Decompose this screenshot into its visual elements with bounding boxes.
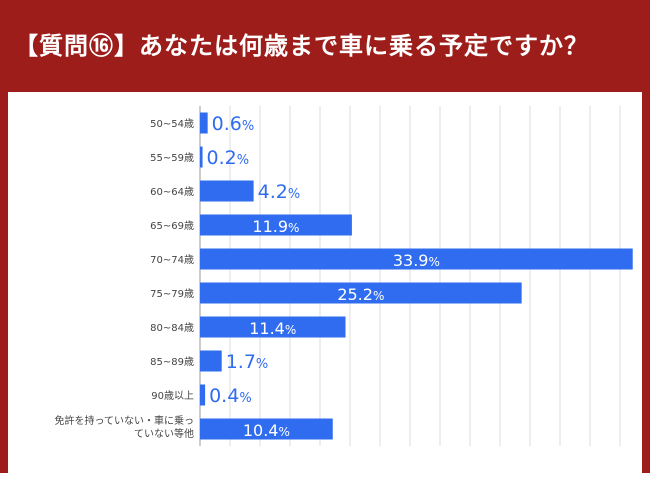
bar — [200, 112, 208, 134]
category-label: 50~54歳 — [150, 118, 194, 130]
category-label: 90歳以上 — [151, 390, 194, 402]
value-label: 0.6% — [212, 113, 255, 135]
category-label: 60~64歳 — [150, 186, 194, 198]
value-label: 33.9% — [393, 251, 440, 270]
category-label: 65~69歳 — [150, 220, 194, 232]
value-label: 11.9% — [252, 217, 299, 236]
bar-chart: 50~54歳 0.6% 55~59歳 0.2% 60~64歳 4.2% 65~69歳 11.9… — [55, 106, 633, 446]
bar — [200, 384, 206, 406]
category-label: 70~74歳 — [150, 254, 194, 266]
bar — [200, 350, 222, 372]
category-label: 85~89歳 — [150, 356, 194, 368]
value-label: 10.4% — [243, 421, 290, 440]
value-label: 11.4% — [249, 319, 296, 338]
page-title: 【質問⑯】あなたは何歳まで車に乗る予定ですか？ — [14, 32, 589, 60]
bar — [200, 418, 333, 440]
bar — [200, 180, 254, 202]
bar — [200, 146, 203, 168]
value-label: 4.2% — [258, 181, 301, 203]
value-label: 0.4% — [209, 385, 252, 407]
value-label: 0.2% — [207, 147, 250, 169]
bar — [200, 316, 346, 338]
title-bar: 【質問⑯】あなたは何歳まで車に乗る予定ですか？ — [0, 0, 650, 82]
bar — [200, 214, 352, 236]
bar — [200, 282, 522, 304]
value-label: 25.2% — [337, 285, 384, 304]
category-label: 55~59歳 — [150, 152, 194, 164]
category-label: 免許を持っていない・車に乗っていない等他 — [55, 414, 195, 440]
bar — [200, 248, 633, 270]
category-label: 80~84歳 — [150, 322, 194, 334]
chart-panel: 50~54歳 0.6% 55~59歳 0.2% 60~64歳 4.2% 65~69歳 11.9… — [8, 92, 642, 473]
category-label: 75~79歳 — [150, 288, 194, 300]
value-label: 1.7% — [226, 351, 269, 373]
